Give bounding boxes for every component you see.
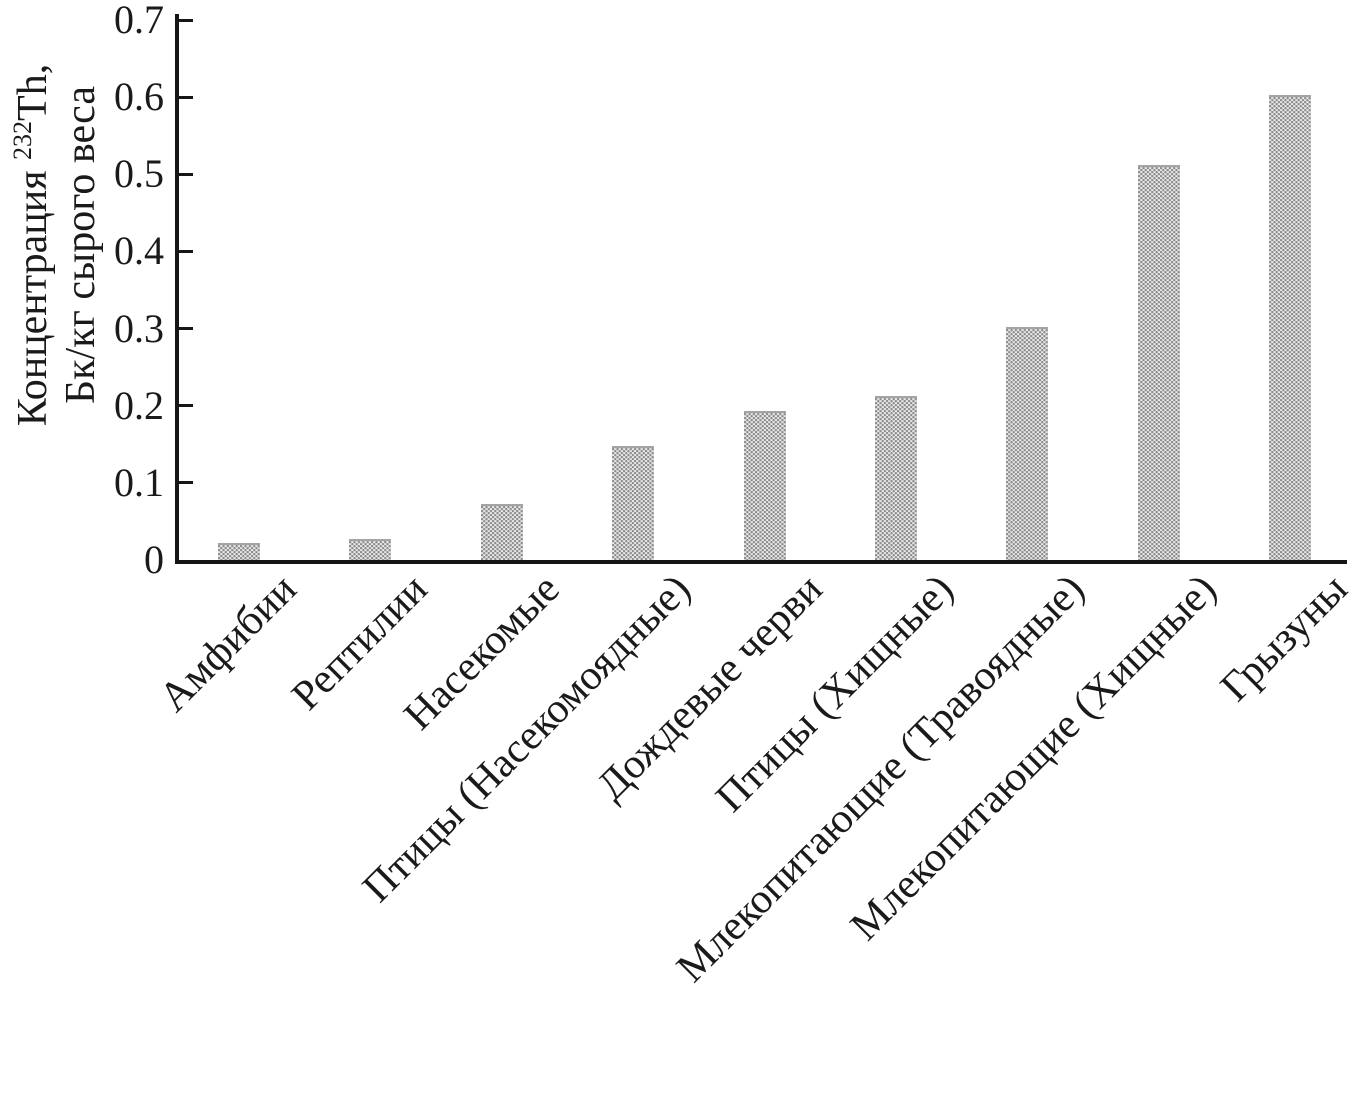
y-tick-mark	[179, 19, 193, 22]
bar-chart: Концентрация 232Th, Бк/кг сырого веса 0 …	[8, 0, 1355, 992]
bar-3	[480, 504, 523, 560]
y-tick-label-0-2: 0.2	[114, 383, 164, 428]
y-tick-label-0-6: 0.6	[114, 74, 164, 119]
x-axis-line	[175, 560, 1347, 564]
bar-7	[1006, 327, 1049, 560]
y-tick-label-0-7: 0.7	[114, 0, 164, 42]
y-tick-label-0-3: 0.3	[114, 306, 164, 351]
y-tick-label-0-5: 0.5	[114, 151, 164, 196]
y-tick-label-0-4: 0.4	[114, 228, 164, 273]
bar-9	[1269, 95, 1312, 560]
bar-2	[349, 539, 392, 560]
y-axis-line	[175, 14, 179, 564]
bar-1	[218, 543, 260, 560]
bar-8	[1137, 165, 1180, 560]
y-tick-mark	[179, 173, 193, 176]
bar-4	[612, 446, 655, 560]
y-tick-label-0-1: 0.1	[114, 460, 164, 505]
plot-area	[179, 19, 1347, 560]
bar-6	[875, 396, 917, 560]
y-tick-mark	[179, 404, 193, 407]
y-tick-mark	[179, 327, 193, 330]
bar-5	[743, 411, 786, 560]
y-tick-mark	[179, 96, 193, 99]
y-tick-label-0: 0	[144, 537, 164, 582]
y-tick-mark	[179, 481, 193, 484]
y-tick-mark	[179, 250, 193, 253]
